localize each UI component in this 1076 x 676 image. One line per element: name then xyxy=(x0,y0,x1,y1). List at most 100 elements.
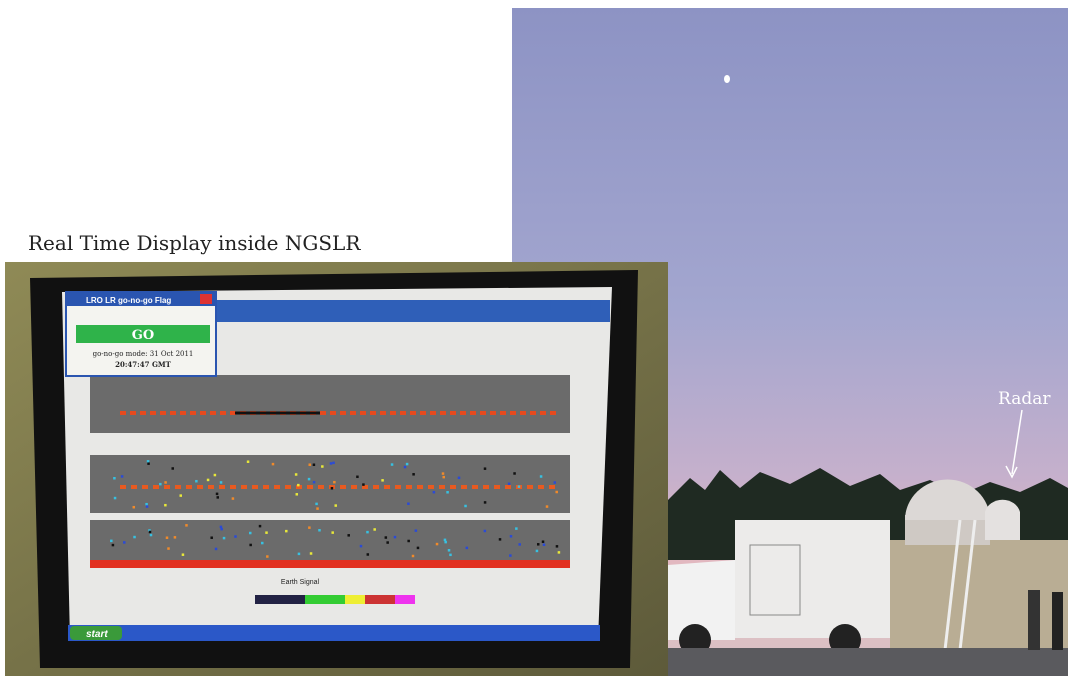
colorbar-dark xyxy=(255,595,305,604)
scatter-dot xyxy=(112,544,115,547)
scatter-dot xyxy=(159,483,162,486)
scatter-dot xyxy=(265,531,268,534)
person xyxy=(1052,592,1063,650)
scatter-dot xyxy=(167,547,170,550)
scatter-dot xyxy=(210,536,213,539)
scatter-dot xyxy=(182,553,185,556)
scatter-dot xyxy=(433,491,436,494)
trailer xyxy=(735,520,890,638)
taskbar xyxy=(68,625,600,641)
scatter-dot xyxy=(484,530,487,533)
scatter-dot xyxy=(146,505,149,508)
scatter-dot xyxy=(133,506,136,509)
scatter-dot xyxy=(313,464,316,467)
axis-label: Earth Signal xyxy=(281,579,320,586)
popup-title: LRO LR go-no-go Flag xyxy=(86,296,171,305)
scatter-dot xyxy=(296,493,299,496)
time-text: 20:47:47 GMT xyxy=(115,360,172,369)
scatter-dot xyxy=(215,548,218,551)
scatter-dot xyxy=(232,497,235,500)
scatter-dot xyxy=(407,502,410,505)
scatter-dot xyxy=(217,496,220,499)
scatter-dot xyxy=(123,541,126,544)
scatter-dot xyxy=(220,481,223,484)
scatter-dot xyxy=(518,543,521,546)
scatter-dot xyxy=(406,463,409,466)
scatter-dot xyxy=(316,507,319,510)
scatter-dot xyxy=(536,550,539,553)
scatter-dot xyxy=(446,491,449,494)
close-button[interactable] xyxy=(200,294,212,304)
scatter-dot xyxy=(330,462,333,465)
caption-display: Real Time Display inside NGSLR xyxy=(28,231,361,255)
scatter-dot xyxy=(543,543,546,546)
scatter-dot xyxy=(249,532,252,535)
scatter-dot xyxy=(556,545,559,548)
scatter-dot xyxy=(366,531,369,534)
scatter-dot xyxy=(150,534,153,537)
scatter-dot xyxy=(234,535,237,538)
scatter-dot xyxy=(391,463,394,466)
scatter-dot xyxy=(513,472,516,475)
scatter-dot xyxy=(195,480,198,483)
scatter-dot xyxy=(272,463,275,466)
caption-radar: Radar xyxy=(998,389,1051,409)
plot-3-band xyxy=(90,560,570,568)
scatter-dot xyxy=(444,541,447,544)
scatter-dot xyxy=(166,536,169,539)
scatter-dot xyxy=(417,547,420,550)
scatter-dot xyxy=(180,494,183,497)
monitor-photo: Earth Signal start LRO LR go-no-go Flag … xyxy=(5,262,668,676)
scatter-dot xyxy=(164,481,167,484)
scatter-dot xyxy=(318,529,321,532)
scatter-dot xyxy=(147,462,150,465)
scatter-dot xyxy=(381,479,384,482)
scatter-dot xyxy=(356,476,359,479)
mode-text: go-no-go mode: 31 Oct 2011 xyxy=(93,350,194,358)
scatter-dot xyxy=(174,536,177,539)
scatter-dot xyxy=(259,525,262,528)
scatter-dot xyxy=(313,481,316,484)
scatter-dot xyxy=(298,553,301,556)
scatter-dot xyxy=(373,528,376,531)
ie-titlebar xyxy=(210,300,610,322)
scatter-dot xyxy=(261,542,264,545)
start-label: start xyxy=(86,629,108,640)
scatter-dot xyxy=(509,554,512,557)
scatter-dot xyxy=(415,529,418,532)
scatter-dot xyxy=(558,551,561,554)
scatter-dot xyxy=(309,463,312,466)
go-label: GO xyxy=(132,328,154,343)
scatter-dot xyxy=(171,467,174,470)
scatter-dot xyxy=(347,534,350,537)
colorbar-magenta xyxy=(395,595,415,604)
scatter-dot xyxy=(133,536,136,539)
plot-1 xyxy=(90,375,570,433)
scatter-dot xyxy=(214,474,217,477)
scatter-dot xyxy=(297,484,300,487)
scatter-dot xyxy=(220,526,223,529)
scatter-dot xyxy=(436,543,439,546)
scatter-dot xyxy=(407,540,410,543)
radar-dome xyxy=(985,500,1020,540)
scatter-dot xyxy=(412,473,415,476)
scatter-dot xyxy=(295,473,298,476)
scatter-dot xyxy=(315,503,318,506)
person xyxy=(1028,590,1040,650)
scatter-dot xyxy=(207,479,210,482)
scatter-dot xyxy=(223,537,226,540)
scatter-dot xyxy=(464,505,467,508)
scatter-dot xyxy=(147,460,150,463)
colorbar-yellow xyxy=(345,595,365,604)
moon xyxy=(724,75,730,83)
scatter-dot xyxy=(518,485,521,488)
scatter-dot xyxy=(121,475,124,478)
scatter-dot xyxy=(310,552,313,555)
scatter-dot xyxy=(412,555,415,558)
scatter-dot xyxy=(249,544,252,547)
scatter-dot xyxy=(333,481,336,484)
scatter-dot xyxy=(145,503,148,506)
scatter-dot xyxy=(321,465,324,468)
scatter-dot xyxy=(484,501,487,504)
scatter-dot xyxy=(220,528,223,531)
